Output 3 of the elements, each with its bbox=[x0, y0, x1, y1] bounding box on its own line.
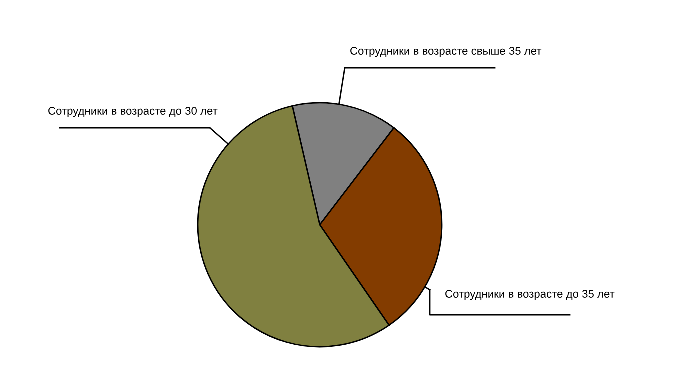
slice-label: Сотрудники в возрасте до 30 лет bbox=[48, 107, 218, 118]
slice-label: Сотрудники в возрасте свыше 35 лет bbox=[350, 47, 542, 58]
legend-label: Сотрудники в возрасте до 35 лет bbox=[446, 290, 615, 300]
